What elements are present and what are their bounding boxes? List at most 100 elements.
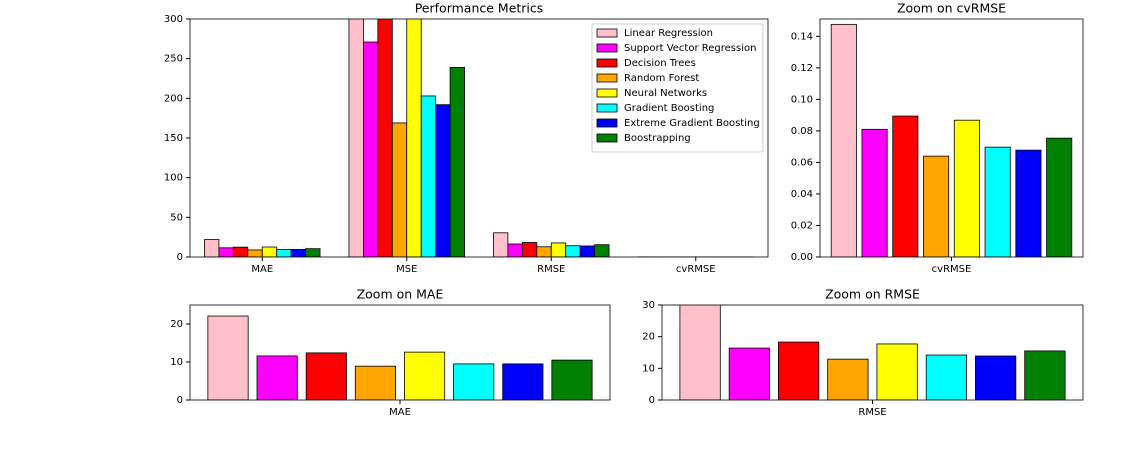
bar [861,128,888,257]
bar [923,155,950,257]
y-tick-label: 0 [649,395,655,406]
bar [728,347,770,400]
x-tick-label: cvRMSE [932,264,972,275]
bar [565,245,581,257]
bar [204,239,220,257]
bar [953,119,980,257]
bar [256,355,298,400]
bar [362,41,379,257]
bar [261,246,278,257]
axes-frame [189,18,769,258]
bars [830,23,1073,257]
bar [975,355,1017,400]
bar [892,115,919,257]
y-tick-label: 10 [642,363,655,374]
y-tick-label: 50 [170,212,183,223]
legend-swatch [596,118,618,128]
bars [679,305,1066,400]
legend-label: Boostrapping [624,133,691,144]
bars [204,19,754,257]
bar [502,363,544,400]
legend-label: Linear Regression [624,28,713,39]
bar [290,249,306,257]
legend-swatch [596,43,618,53]
x-tick-label: MSE [396,264,417,275]
bar [435,104,451,257]
bar [594,244,610,257]
x-tick-label: MAE [251,264,273,275]
bar [551,359,593,400]
bar [232,246,249,257]
bar [348,19,364,257]
bar [579,245,596,257]
y-tick-label: 20 [642,332,655,343]
bar [453,363,495,400]
bar [984,146,1011,257]
bar [876,343,918,400]
legend-swatch [596,88,618,98]
bar [305,352,347,400]
bar [679,305,721,400]
x-tick-label: MAE [389,407,411,418]
axes-frame [819,18,1084,258]
y-tick-label: 300 [164,14,183,25]
bar [404,351,446,400]
bar [778,341,820,400]
y-tick-label: 0 [177,395,183,406]
legend-swatch [596,73,618,83]
chart-title: Zoom on RMSE [825,287,920,302]
y-tick-label: 200 [164,93,183,104]
bar [377,19,393,257]
bar [1046,137,1073,257]
bar [493,232,509,257]
legend-label: Gradient Boosting [624,103,714,114]
bar [276,249,292,257]
x-tick-label: cvRMSE [676,264,716,275]
bar [1015,149,1042,257]
bars [207,315,593,400]
bar [449,66,465,257]
bar [218,247,234,257]
bar [1024,350,1066,400]
axes-frame [189,304,611,401]
chart-title: Performance Metrics [415,1,544,16]
bar [305,248,321,257]
y-tick-label: 0.08 [791,126,813,137]
y-tick-label: 0.14 [791,31,813,42]
y-tick-label: 0.12 [791,63,813,74]
legend-label: Decision Trees [624,58,696,69]
legend-swatch [596,28,618,38]
bar [830,23,857,257]
bar [207,315,249,400]
bar [247,249,263,257]
bar [420,95,437,257]
y-tick-label: 10 [170,357,183,368]
bar [354,365,396,400]
legend-box [591,23,764,153]
y-tick-label: 30 [642,300,655,311]
bar [536,246,552,257]
y-tick-label: 250 [164,54,183,65]
x-tick-label: RMSE [537,264,565,275]
y-tick-label: 150 [164,133,183,144]
y-tick-label: 0.00 [791,252,813,263]
bar [550,242,567,257]
x-tick-label: RMSE [858,407,886,418]
y-tick-label: 100 [164,173,183,184]
bar [521,242,538,257]
y-tick-label: 0.02 [791,220,813,231]
bar [391,122,408,257]
axes-frame [661,304,1084,401]
legend-label: Neural Networks [624,88,707,99]
y-tick-label: 20 [170,319,183,330]
bar [827,358,869,400]
y-tick-label: 0.06 [791,157,813,168]
bar [406,19,422,257]
legend-label: Random Forest [624,73,699,84]
legend-swatch [596,58,618,68]
legend-label: Support Vector Regression [624,43,756,54]
bar [925,354,967,400]
legend-label: Extreme Gradient Boosting [624,118,760,129]
